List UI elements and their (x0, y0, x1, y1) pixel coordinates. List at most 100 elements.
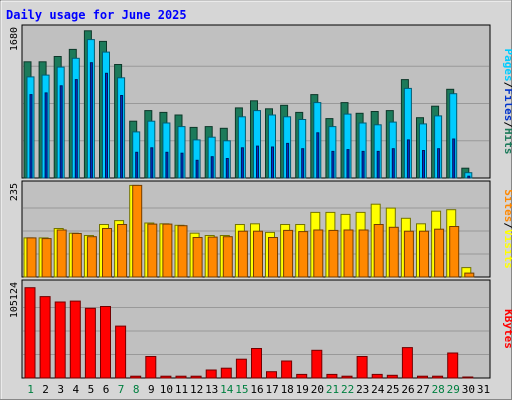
sites-bar (343, 229, 354, 278)
kbytes-bar (311, 349, 323, 379)
pages-bar (240, 147, 244, 179)
x-tick-label: 7 (118, 383, 125, 396)
x-tick-label: 25 (386, 383, 399, 396)
pages-bar (59, 85, 63, 179)
x-tick-label: 18 (281, 383, 294, 396)
sites-bar (373, 224, 384, 278)
x-tick-label: 30 (462, 383, 475, 396)
kbytes-bar (205, 369, 217, 379)
kbytes-bar (175, 375, 187, 379)
sites-bar (434, 228, 445, 278)
sites-bar (41, 238, 52, 278)
kbytes-bar (432, 375, 444, 379)
panel-kbytes: 105124 KBytes (9, 279, 512, 379)
pages-bar (271, 146, 274, 179)
chart-panels: 1680Pages/Files/Hits235Sites/Visits10512… (9, 24, 512, 379)
pages-bar (89, 62, 93, 179)
kbytes-bar (54, 301, 66, 379)
pages-bar (195, 159, 199, 179)
pages-bar (150, 147, 154, 179)
legend-entry: Visits (502, 229, 512, 269)
kbytes-bar (296, 373, 308, 379)
kbytes-bar (39, 296, 51, 379)
legend-entry: Files (502, 88, 512, 121)
x-tick-label: 28 (432, 383, 445, 396)
kbytes-bar (190, 375, 202, 379)
x-tick-label: 11 (175, 383, 188, 396)
pages-bar (135, 151, 139, 179)
panel-visits_sites: 235 Sites/Visits (9, 180, 512, 278)
sites-bar (268, 237, 278, 278)
x-tick-label: 16 (250, 383, 263, 396)
pages-bar (120, 95, 124, 179)
x-tick-label: 27 (416, 383, 429, 396)
x-tick-label: 29 (447, 383, 460, 396)
legend-entry: / (502, 121, 512, 128)
panel-legend: Sites/Visits (502, 189, 512, 269)
pages-bar (44, 92, 48, 179)
x-tick-label: 23 (356, 383, 369, 396)
sites-bar (388, 226, 399, 278)
x-tick-label: 21 (326, 383, 339, 396)
chart-title: Daily usage for June 2025 (6, 8, 187, 22)
y-axis-max-label: 105124 (9, 282, 20, 318)
legend-entry: Sites (502, 189, 512, 222)
legend-entry: / (502, 222, 512, 229)
sites-bar (283, 229, 294, 278)
panel-legend: KBytes (502, 309, 512, 349)
kbytes-bar (145, 356, 157, 379)
pages-bar (29, 94, 33, 179)
pages-bar (331, 150, 335, 179)
panel-legend: Pages/Files/Hits (502, 49, 512, 155)
sites-bar (358, 229, 369, 278)
sites-bar (207, 236, 218, 278)
sites-bar (162, 223, 173, 278)
x-tick-label: 24 (371, 383, 385, 396)
kbytes-bar (251, 348, 262, 379)
kbytes-bar (371, 373, 383, 379)
kbytes-bar (341, 375, 353, 379)
x-tick-label: 17 (265, 383, 278, 396)
legend-entry: / (502, 82, 512, 89)
pages-bar (467, 175, 471, 179)
x-tick-label: 1 (27, 383, 34, 396)
kbytes-bar (24, 287, 36, 379)
pages-bar (422, 150, 425, 179)
y-axis-max-label: 235 (9, 183, 20, 201)
sites-bar (102, 228, 112, 278)
x-tick-label: 2 (42, 383, 49, 396)
sites-bar (132, 184, 143, 278)
pages-bar (286, 142, 290, 179)
x-tick-label: 26 (401, 383, 414, 396)
sites-bar (419, 230, 429, 278)
x-axis-day-labels: 1 2 3 4 5 6 7 8 9 10 11 12 13 14 15 16 17 18 19 20 21 22 23 24 2… (27, 383, 490, 396)
legend-entry: KBytes (502, 309, 512, 349)
legend-entry: Pages (502, 49, 512, 82)
sites-bar (464, 272, 475, 278)
pages-bar (406, 139, 410, 179)
x-tick-label: 8 (133, 383, 140, 396)
kbytes-bar (100, 306, 111, 379)
x-tick-label: 14 (220, 383, 234, 396)
kbytes-bar (235, 358, 247, 379)
pages-bar (225, 158, 229, 179)
kbytes-bar (220, 367, 232, 379)
x-tick-label: 19 (296, 383, 309, 396)
pages-bar (256, 145, 259, 179)
x-tick-label: 22 (341, 383, 354, 396)
kbytes-bar (462, 376, 474, 379)
pages-bar (316, 132, 320, 179)
kbytes-bar (386, 374, 398, 379)
sites-bar (313, 229, 324, 278)
kbytes-bar (160, 375, 172, 379)
pages-bar (437, 148, 441, 179)
pages-bar (361, 150, 365, 179)
kbytes-bar (84, 307, 96, 379)
sites-bar (117, 224, 128, 278)
sites-bar (26, 237, 37, 278)
sites-bar (237, 230, 248, 278)
kbytes-bar (130, 375, 142, 379)
pages-bar (391, 148, 395, 179)
